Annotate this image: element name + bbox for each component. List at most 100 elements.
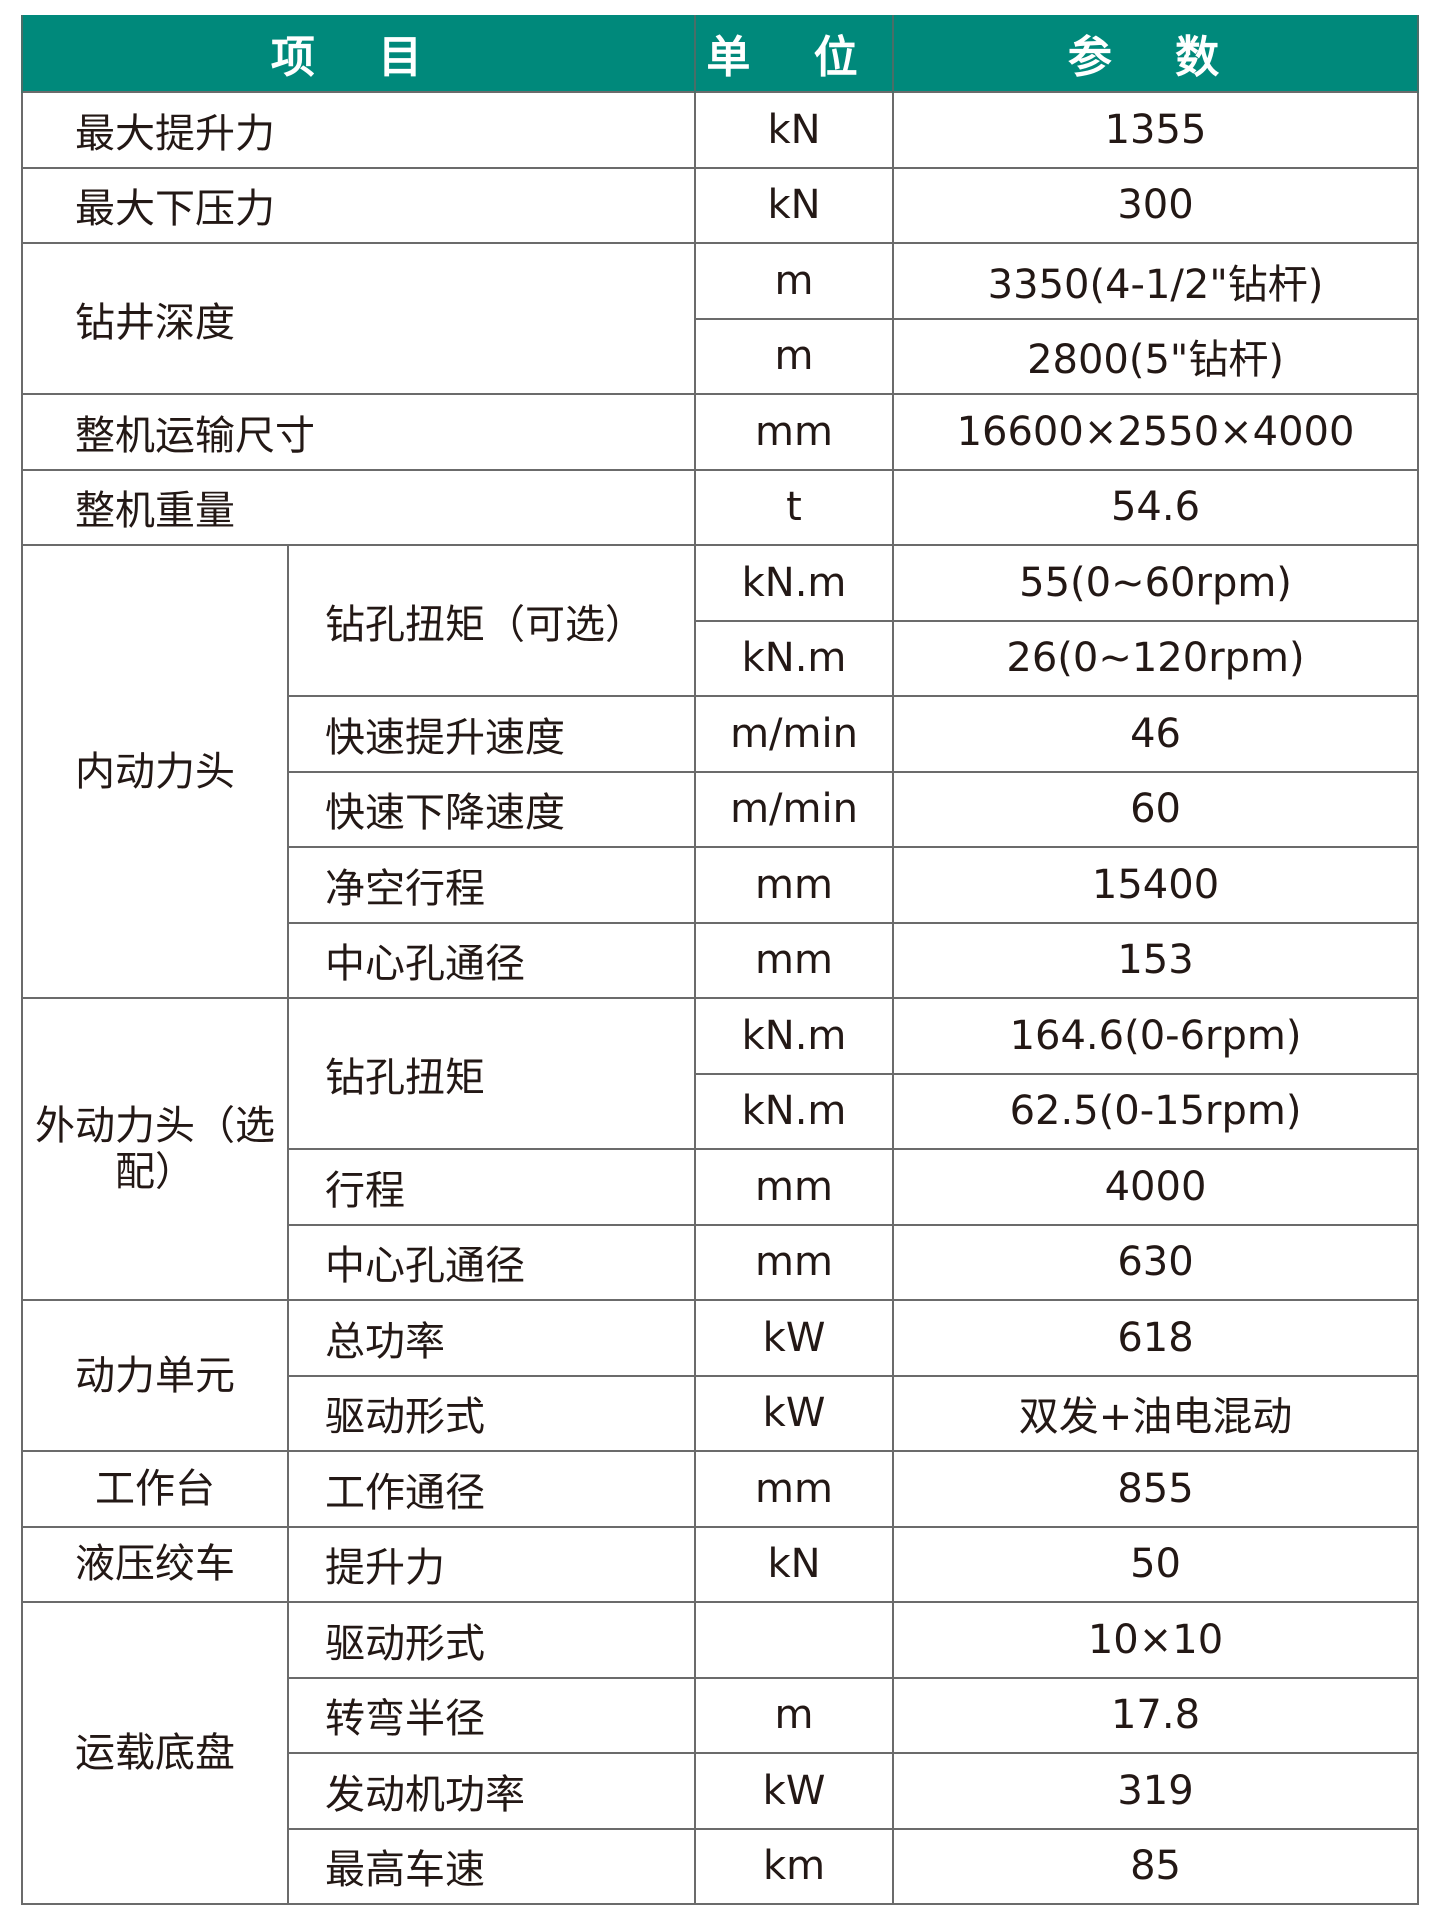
sub-item-label: 钻孔扭矩（可选） bbox=[286, 544, 697, 697]
table-row: 钻井深度 m 3350(4-1/2"钻杆) bbox=[20, 242, 1420, 395]
table-row: 最大提升力 kN 1355 bbox=[20, 91, 1420, 169]
sub-item-label: 最高车速 bbox=[286, 1827, 697, 1905]
table-row: 动力单元 总功率 kW 618 bbox=[21, 1299, 1420, 1452]
unit-cell: kN.m bbox=[694, 997, 895, 1075]
value-cell: 618 bbox=[892, 1299, 1420, 1377]
sub-item-label: 驱动形式 bbox=[286, 1374, 697, 1452]
header-row: 项 目 单 位 参 数 bbox=[20, 15, 1420, 92]
table-row: m 2800(5"钻杆) bbox=[22, 317, 1420, 395]
unit-cell: kN bbox=[694, 1525, 895, 1603]
table-row: 中心孔通径 mm 153 bbox=[22, 921, 1420, 999]
header-unit: 单 位 bbox=[694, 15, 895, 92]
table-row: 中心孔通径 mm 630 bbox=[22, 1223, 1420, 1301]
value-cell: 1355 bbox=[892, 91, 1420, 169]
sub-item-label: 快速提升速度 bbox=[286, 695, 697, 773]
value-cell: 319 bbox=[892, 1752, 1420, 1830]
unit-cell: mm bbox=[694, 393, 895, 471]
sub-item-label: 行程 bbox=[286, 1148, 697, 1226]
unit-cell: t bbox=[694, 468, 895, 546]
unit-cell: mm bbox=[694, 1450, 895, 1528]
unit-cell: kN.m bbox=[694, 544, 895, 622]
unit-cell: mm bbox=[694, 846, 895, 924]
value-cell: 55(0~60rpm) bbox=[892, 544, 1420, 622]
value-cell: 62.5(0-15rpm) bbox=[892, 1072, 1420, 1150]
value-cell: 50 bbox=[892, 1525, 1420, 1603]
table-row: 整机运输尺寸 mm 16600×2550×4000 bbox=[20, 393, 1420, 471]
table-row: kN.m 26(0~120rpm) bbox=[22, 619, 1420, 697]
sub-item-label: 提升力 bbox=[286, 1525, 697, 1603]
group-label: 液压绞车 bbox=[21, 1525, 289, 1603]
table-row: 工作台 工作通径 mm 855 bbox=[21, 1450, 1420, 1528]
item-label: 钻井深度 bbox=[20, 242, 697, 395]
group-label: 动力单元 bbox=[21, 1299, 289, 1452]
value-cell: 46 bbox=[892, 695, 1420, 773]
table-row: 内动力头 钻孔扭矩（可选） kN.m 55(0~60rpm) bbox=[21, 544, 1420, 999]
group-label: 运载底盘 bbox=[21, 1601, 289, 1905]
unit-cell: m bbox=[694, 1676, 895, 1754]
table-row: 最高车速 km 85 bbox=[22, 1827, 1420, 1905]
unit-cell: mm bbox=[694, 1148, 895, 1226]
sub-item-label: 净空行程 bbox=[286, 846, 697, 924]
table-row: 液压绞车 提升力 kN 50 bbox=[21, 1525, 1420, 1603]
table-row: 驱动形式 kW 双发+油电混动 bbox=[22, 1374, 1420, 1452]
sub-item-label: 工作通径 bbox=[286, 1450, 697, 1528]
item-label: 最大下压力 bbox=[20, 166, 697, 244]
sub-item-label: 驱动形式 bbox=[286, 1601, 697, 1679]
item-label: 整机重量 bbox=[20, 468, 697, 546]
group-label: 外动力头（选配） bbox=[21, 997, 289, 1301]
value-cell: 85 bbox=[892, 1827, 1420, 1905]
spec-table: 项 目 单 位 参 数 最大提升力 kN 1355 最大下压力 kN 300 钻井深度 m 33… bbox=[20, 15, 1420, 1905]
table-row: 行程 mm 4000 bbox=[22, 1148, 1420, 1226]
item-label: 最大提升力 bbox=[20, 91, 697, 169]
value-cell: 10×10 bbox=[892, 1601, 1420, 1679]
sub-item-label: 钻孔扭矩 bbox=[286, 997, 697, 1150]
sub-item-label: 中心孔通径 bbox=[286, 1223, 697, 1301]
table-row: 整机重量 t 54.6 bbox=[20, 468, 1420, 546]
item-label: 整机运输尺寸 bbox=[20, 393, 697, 471]
value-cell: 630 bbox=[892, 1223, 1420, 1301]
table-row: 快速提升速度 m/min 46 bbox=[22, 695, 1420, 773]
unit-cell: mm bbox=[694, 1223, 895, 1301]
value-cell: 300 bbox=[892, 166, 1420, 244]
value-cell: 17.8 bbox=[892, 1676, 1420, 1754]
table-row: 净空行程 mm 15400 bbox=[22, 846, 1420, 924]
unit-cell: km bbox=[694, 1827, 895, 1905]
unit-cell: m bbox=[694, 242, 895, 320]
table-row: 外动力头（选配） 钻孔扭矩 kN.m 164.6(0-6rpm) bbox=[21, 997, 1420, 1301]
unit-cell: kN bbox=[694, 166, 895, 244]
value-cell: 855 bbox=[892, 1450, 1420, 1528]
value-cell: 60 bbox=[892, 770, 1420, 848]
sub-item-label: 总功率 bbox=[286, 1299, 697, 1377]
sub-item-label: 中心孔通径 bbox=[286, 921, 697, 999]
sub-item-label: 转弯半径 bbox=[286, 1676, 697, 1754]
value-cell: 4000 bbox=[892, 1148, 1420, 1226]
unit-cell bbox=[694, 1601, 895, 1679]
group-label: 内动力头 bbox=[21, 544, 289, 999]
unit-cell: m/min bbox=[694, 695, 895, 773]
table-row: 快速下降速度 m/min 60 bbox=[22, 770, 1420, 848]
spec-body: 最大提升力 kN 1355 最大下压力 kN 300 钻井深度 m 3350(4-1/2"钻杆)… bbox=[20, 91, 1420, 1905]
unit-cell: m bbox=[694, 317, 895, 395]
group-label: 工作台 bbox=[21, 1450, 289, 1528]
unit-cell: mm bbox=[694, 921, 895, 999]
value-cell: 54.6 bbox=[892, 468, 1420, 546]
table-row: 运载底盘 驱动形式 10×10 bbox=[21, 1601, 1420, 1905]
table-row: kN.m 62.5(0-15rpm) bbox=[22, 1072, 1420, 1150]
table-row: 发动机功率 kW 319 bbox=[22, 1752, 1420, 1830]
sub-item-label: 快速下降速度 bbox=[286, 770, 697, 848]
value-cell: 153 bbox=[892, 921, 1420, 999]
unit-cell: kW bbox=[694, 1752, 895, 1830]
unit-cell: kN.m bbox=[694, 619, 895, 697]
table-row: 转弯半径 m 17.8 bbox=[22, 1676, 1420, 1754]
value-cell: 26(0~120rpm) bbox=[892, 619, 1420, 697]
value-cell: 3350(4-1/2"钻杆) bbox=[892, 242, 1420, 320]
header-item: 项 目 bbox=[20, 15, 697, 92]
unit-cell: kN.m bbox=[694, 1072, 895, 1150]
value-cell: 双发+油电混动 bbox=[892, 1374, 1420, 1452]
value-cell: 2800(5"钻杆) bbox=[892, 317, 1420, 395]
value-cell: 164.6(0-6rpm) bbox=[892, 997, 1420, 1075]
value-cell: 16600×2550×4000 bbox=[892, 393, 1420, 471]
unit-cell: kW bbox=[694, 1374, 895, 1452]
sub-item-label: 发动机功率 bbox=[286, 1752, 697, 1830]
unit-cell: kW bbox=[694, 1299, 895, 1377]
